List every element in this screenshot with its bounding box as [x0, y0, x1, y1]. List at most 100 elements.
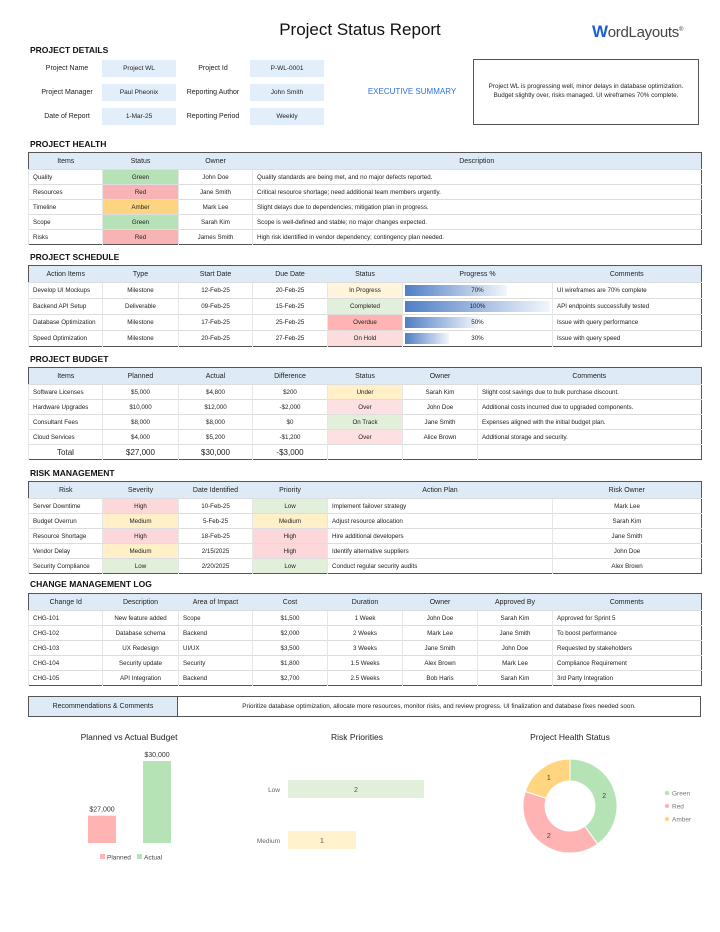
detail-value: P-WL-0001	[250, 60, 324, 77]
cell: Milestone	[102, 330, 179, 347]
cell: 09-Feb-25	[178, 298, 253, 315]
column-header: Status	[327, 265, 403, 283]
donut-data-label: 2	[547, 833, 551, 840]
donut-slice	[569, 758, 618, 845]
cell: Alex Brown	[402, 655, 478, 671]
progress-label: 100%	[469, 303, 486, 310]
recommendations-label: Recommendations & Comments	[29, 697, 178, 716]
detail-value: 1-Mar-25	[102, 108, 176, 125]
change-management-table: Change Id Description Area of Impact Cost Du…	[28, 593, 702, 686]
table-row: CHG-102 Database schema Backend $2,000 2 Wee…	[28, 625, 702, 641]
total-cell	[477, 444, 702, 460]
cell: Database Optimization	[28, 314, 103, 331]
cell: High	[102, 528, 179, 544]
cell: John Doe	[402, 610, 478, 626]
table-row: Server Downtime High 10-Feb-25 Low Implement…	[28, 498, 702, 514]
cell: 25-Feb-25	[252, 314, 328, 331]
cell: New feature added	[102, 610, 179, 626]
table-row: CHG-103 UX Redesign UI/UX $3,500 3 Weeks Jane…	[28, 640, 702, 656]
column-header: Severity	[102, 481, 179, 499]
column-header: Status	[102, 152, 179, 170]
cell: -$2,000	[252, 399, 328, 415]
column-header: Start Date	[178, 265, 253, 283]
cell: Jane Smith	[552, 528, 702, 544]
cell: 2.5 Weeks	[327, 670, 403, 686]
cell: 70%	[402, 282, 553, 299]
table-row: Scope Green Sarah Kim Scope is well-defined…	[28, 214, 702, 230]
cell: John Doe	[477, 640, 553, 656]
header-row: Action Items Type Start Date Due Date Status…	[28, 265, 702, 283]
table-row: CHG-101 New feature added Scope $1,500 1 Wee…	[28, 610, 702, 626]
cell: Low	[102, 558, 179, 574]
cell: Critical resource shortage; need additio…	[252, 184, 702, 200]
cell: Overdue	[327, 314, 403, 331]
column-header: Owner	[178, 152, 253, 170]
cell: API Integration	[102, 670, 179, 686]
table-row: Resource Shortage High 18-Feb-25 High Hire a…	[28, 528, 702, 544]
cell: Mark Lee	[477, 655, 553, 671]
column-header: Comments	[552, 593, 702, 611]
total-cell: Total	[28, 444, 103, 460]
cell: $3,500	[252, 640, 328, 656]
cell: Additional storage and security.	[477, 429, 702, 445]
table-row: Resources Red Jane Smith Critical resource …	[28, 184, 702, 200]
column-header: Items	[28, 367, 103, 385]
column-header: Description	[252, 152, 702, 170]
cell: Expenses aligned with the initial budget…	[477, 414, 702, 430]
cell: Backend	[178, 670, 253, 686]
section-project-health: PROJECT HEALTH	[30, 139, 107, 149]
donut-data-label: 2	[602, 793, 606, 800]
total-cell: $30,000	[178, 444, 253, 460]
cell: Mark Lee	[178, 199, 253, 215]
cell: Amber	[102, 199, 179, 215]
cell: 5-Feb-25	[178, 513, 253, 529]
cell: High	[252, 543, 328, 559]
cell: $2,700	[252, 670, 328, 686]
column-header: Area of Impact	[178, 593, 253, 611]
table-row: Develop UI Mockups Milestone 12-Feb-25 20-F…	[28, 282, 702, 299]
cell: UI wireframes are 70% complete	[552, 282, 702, 299]
cell: $4,800	[178, 384, 253, 400]
total-cell: $27,000	[102, 444, 179, 460]
cell: Milestone	[102, 282, 179, 299]
column-header: Risk Owner	[552, 481, 702, 499]
cell: $2,000	[252, 625, 328, 641]
cell: Jane Smith	[178, 184, 253, 200]
cell: 20-Feb-25	[178, 330, 253, 347]
total-row: Total $27,000 $30,000 -$3,000	[28, 444, 702, 460]
cell: Slight delays due to dependencies; mitig…	[252, 199, 702, 215]
cell: 12-Feb-25	[178, 282, 253, 299]
column-header: Items	[28, 152, 103, 170]
cell: Scope	[178, 610, 253, 626]
risk-category-label: Medium	[257, 838, 280, 845]
chart-title-risk: Risk Priorities	[331, 732, 383, 742]
detail-label: Project Name	[45, 65, 89, 72]
risk-data-label: 2	[354, 787, 358, 794]
cell: Software Licenses	[28, 384, 103, 400]
cell: Medium	[252, 513, 328, 529]
charts: $27,000Planned$30,000ActualLow2Medium1Hi…	[88, 752, 692, 862]
cell: $5,200	[178, 429, 253, 445]
cell: On Hold	[327, 330, 403, 347]
cell: 1.5 Weeks	[327, 655, 403, 671]
cell: $10,000	[102, 399, 179, 415]
chart-title-budget: Planned vs Actual Budget	[80, 732, 178, 742]
cell: $200	[252, 384, 328, 400]
legend-swatch	[100, 854, 105, 859]
cell: 3 Weeks	[327, 640, 403, 656]
cell: API endpoints successfully tested	[552, 298, 702, 315]
column-header: Type	[102, 265, 179, 283]
column-header: Comments	[552, 265, 702, 283]
cell: To boost performance	[552, 625, 702, 641]
progress-bar	[405, 301, 550, 312]
cell: Alex Brown	[552, 558, 702, 574]
cell: Risks	[28, 229, 103, 245]
section-project-schedule: PROJECT SCHEDULE	[30, 252, 120, 262]
cell: 1 Week	[327, 610, 403, 626]
cell: In Progress	[327, 282, 403, 299]
recommendations-box: Recommendations & Comments Prioritize da…	[28, 696, 701, 717]
donut-slice	[524, 758, 571, 799]
risk-bar	[288, 780, 424, 798]
legend-swatch	[664, 803, 670, 809]
column-header: Due Date	[252, 265, 328, 283]
